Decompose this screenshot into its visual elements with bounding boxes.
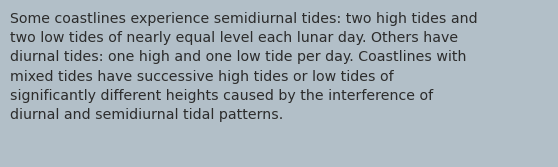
Text: Some coastlines experience semidiurnal tides: two high tides and
two low tides o: Some coastlines experience semidiurnal t… xyxy=(10,12,478,122)
